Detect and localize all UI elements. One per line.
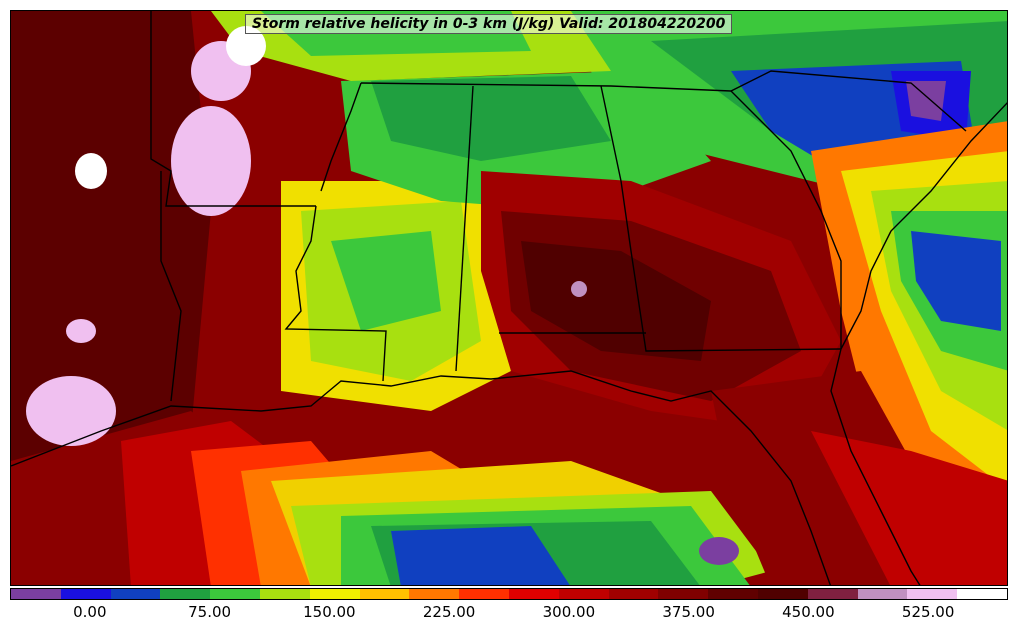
colorbar-segment xyxy=(160,589,211,599)
colorbar-segment xyxy=(757,589,808,599)
colorbar-tick-label: 150.00 xyxy=(303,603,356,621)
colorbar-segment xyxy=(210,589,260,599)
colorbar-tick-label: 375.00 xyxy=(662,603,715,621)
colorbar-segment xyxy=(558,589,609,599)
colorbar-segment xyxy=(508,589,559,599)
map-panel xyxy=(10,10,1008,586)
colorbar-segment xyxy=(658,589,709,599)
colorbar-tick-labels: 0.00 75.00 150.00 225.00 300.00 375.00 450.00 5… xyxy=(10,603,1008,625)
colorbar-tick-label: 300.00 xyxy=(542,603,596,621)
colorbar-segment xyxy=(708,589,758,599)
colorbar-segment xyxy=(11,589,61,599)
colorbar-segment xyxy=(110,589,161,599)
colorbar-tick-label: 450.00 xyxy=(782,603,835,621)
colorbar-segment xyxy=(359,589,410,599)
colorbar-segment xyxy=(957,589,1007,599)
colorbar-tick-label: 225.00 xyxy=(422,603,476,621)
colorbar-segment xyxy=(608,589,659,599)
colorbar-segment xyxy=(409,589,460,599)
colorbar-segment xyxy=(907,589,958,599)
colorbar-segment xyxy=(309,589,360,599)
state-boundaries xyxy=(11,11,1007,585)
colorbar-segment xyxy=(60,589,111,599)
colorbar-segment xyxy=(857,589,908,599)
colorbar-segment xyxy=(807,589,858,599)
colorbar xyxy=(10,588,1008,600)
colorbar-tick-label: 75.00 xyxy=(188,603,232,621)
helicity-map xyxy=(11,11,1007,585)
helicity-field xyxy=(11,11,1007,585)
colorbar-segment xyxy=(459,589,509,599)
colorbar-tick-label: 0.00 xyxy=(73,603,107,621)
colorbar-segment xyxy=(259,589,310,599)
colorbar-tick-label: 525.00 xyxy=(901,603,955,621)
map-title: Storm relative helicity in 0-3 km (J/kg)… xyxy=(245,14,733,34)
